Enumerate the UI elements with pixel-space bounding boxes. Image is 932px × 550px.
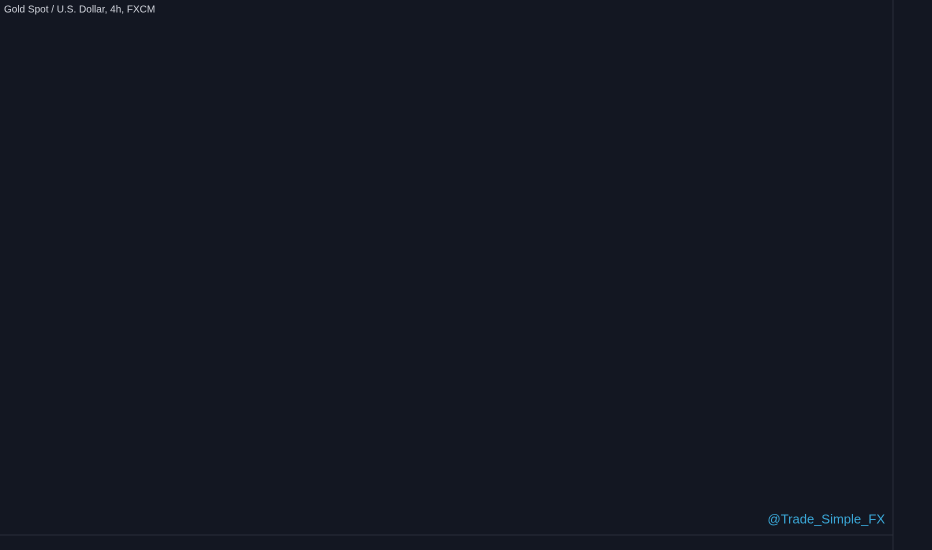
watermark: @Trade_Simple_FX xyxy=(768,511,886,526)
chart-title: Gold Spot / U.S. Dollar, 4h, FXCM xyxy=(4,5,155,16)
